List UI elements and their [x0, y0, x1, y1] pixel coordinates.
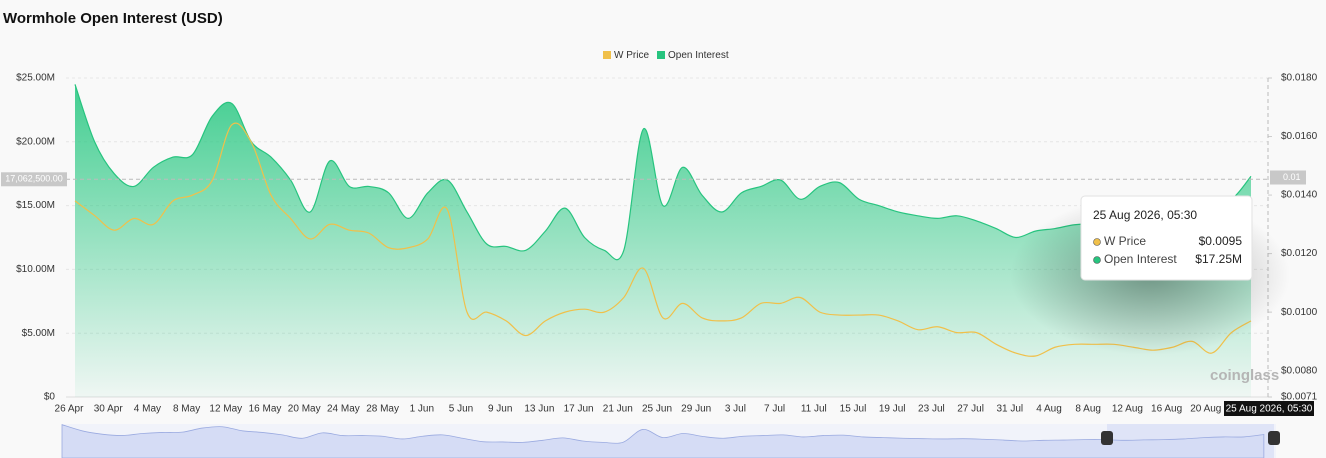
- legend-label: Open Interest: [668, 50, 729, 61]
- legend-swatch: [603, 51, 611, 59]
- oi-area: [75, 84, 1251, 397]
- tooltip-dot: [1093, 256, 1101, 264]
- navigator-handle[interactable]: [1101, 431, 1113, 445]
- y-tick-label: $10.00M: [16, 264, 55, 275]
- x-tick-label: 12 Aug: [1112, 404, 1143, 415]
- x-tick-label: 16 May: [249, 404, 282, 415]
- legend-swatch: [657, 51, 665, 59]
- x-tick-label: 13 Jun: [524, 404, 554, 415]
- x-tick-label: 9 Jun: [488, 404, 512, 415]
- y-tick-label: $25.00M: [16, 73, 55, 84]
- x-tick-label: 17 Jun: [564, 404, 594, 415]
- navigator-area: [61, 424, 1265, 458]
- tooltip-name: W Price: [1104, 234, 1146, 248]
- x-tick-label: 20 May: [288, 404, 321, 415]
- y-tick-label: $15.00M: [16, 200, 55, 211]
- tooltip-box: [1080, 195, 1253, 281]
- x-tick-label: 1 Jun: [410, 404, 434, 415]
- x-tick-label: 19 Jul: [879, 404, 906, 415]
- y2-tick-label: $0.0120: [1281, 248, 1318, 259]
- x-tick-label: 26 Apr: [55, 404, 85, 415]
- x-tick-label: 12 May: [209, 404, 242, 415]
- navigator-handle[interactable]: [1268, 431, 1280, 445]
- y2-tick-label: $0.0140: [1281, 190, 1318, 201]
- crosshair-y2-label: 0.01: [1283, 172, 1301, 182]
- chart-title: Wormhole Open Interest (USD): [3, 10, 223, 27]
- y2-tick-label: $0.0180: [1281, 73, 1318, 84]
- tooltip-name: Open Interest: [1104, 252, 1177, 266]
- x-tick-label: 24 May: [327, 404, 360, 415]
- tooltip-value: $17.25M: [1195, 252, 1242, 266]
- x-tick-label: 23 Jul: [918, 404, 945, 415]
- crosshair-y-label: 17,062,500.00: [5, 174, 63, 184]
- legend-label: W Price: [614, 50, 649, 61]
- x-tick-label: 5 Jun: [449, 404, 473, 415]
- crosshair-y2-box: [1270, 170, 1306, 185]
- x-tick-label: 21 Jun: [603, 404, 633, 415]
- crosshair-x-label: 25 Aug 2026, 05:30: [1226, 404, 1313, 415]
- y2-tick-label: $0.0160: [1281, 131, 1318, 142]
- price-line: [74, 122, 1252, 357]
- watermark: coinglass: [1210, 367, 1279, 384]
- y-tick-label: $5.00M: [22, 328, 55, 339]
- x-tick-label: 25 Jun: [642, 404, 672, 415]
- y-tick-label: $0: [44, 392, 56, 403]
- y2-tick-label: $0.0071: [1281, 392, 1318, 403]
- tooltip-value: $0.0095: [1199, 234, 1243, 248]
- tooltip-dot: [1093, 238, 1101, 246]
- x-tick-label: 4 Aug: [1036, 404, 1062, 415]
- x-tick-label: 29 Jun: [681, 404, 711, 415]
- x-tick-label: 7 Jul: [764, 404, 785, 415]
- x-tick-label: 16 Aug: [1151, 404, 1182, 415]
- y2-tick-label: $0.0080: [1281, 365, 1318, 376]
- tooltip-title: 25 Aug 2026, 05:30: [1093, 208, 1197, 222]
- x-tick-label: 31 Jul: [996, 404, 1023, 415]
- x-tick-label: 15 Jul: [840, 404, 867, 415]
- x-tick-label: 4 May: [134, 404, 161, 415]
- x-tick-label: 30 Apr: [94, 404, 124, 415]
- crosshair-y-box: [1, 172, 67, 187]
- y2-tick-label: $0.0100: [1281, 307, 1318, 318]
- crosshair-x-box: [1224, 401, 1314, 416]
- x-tick-label: 27 Jul: [957, 404, 984, 415]
- x-tick-label: 8 May: [173, 404, 200, 415]
- x-tick-label: 3 Jul: [725, 404, 746, 415]
- x-tick-label: 20 Aug: [1190, 404, 1221, 415]
- x-tick-label: 28 May: [366, 404, 399, 415]
- y-tick-label: $20.00M: [16, 136, 55, 147]
- x-tick-label: 8 Aug: [1075, 404, 1101, 415]
- x-tick-label: 11 Jul: [801, 404, 827, 415]
